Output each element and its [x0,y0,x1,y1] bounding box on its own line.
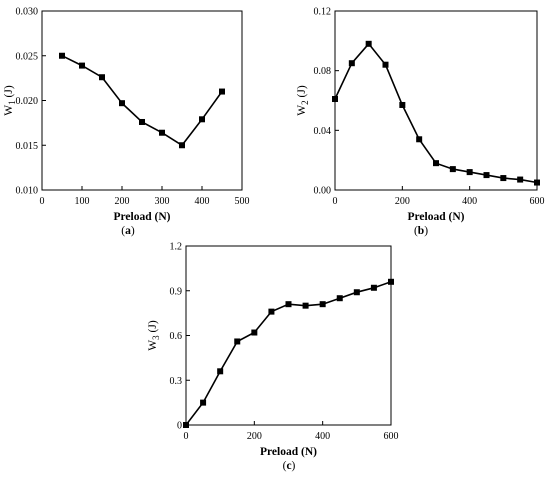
data-point [199,116,205,123]
y-tick-label: 0 [177,421,182,432]
x-tick-label: 600 [384,431,399,442]
x-tick-label: 400 [315,431,330,442]
y-tick-label: 0.08 [314,66,332,77]
data-point [399,101,406,108]
data-point [285,301,292,308]
x-tick-label: 0 [40,196,45,207]
x-tick-label: 0 [333,196,338,207]
x-tick-label: 200 [247,431,262,442]
data-point [517,176,524,183]
data-point [217,368,224,375]
data-point [433,160,439,167]
data-point [251,329,258,336]
x-tick-label: 0 [184,431,189,442]
x-axis-title: Preload (N) [260,446,317,458]
x-tick-label: 400 [195,196,210,207]
data-point [268,308,275,315]
data-point [348,60,355,67]
data-point [534,179,540,186]
data-point [336,295,343,302]
x-tick-label: 100 [75,196,90,207]
data-point [388,278,394,285]
panel-label: (c) [283,460,296,472]
plot-frame [185,245,392,426]
data-point [365,40,372,47]
data-point [382,61,389,68]
y-axis-title: W1 (J) [3,85,17,116]
x-axis-title: Preload (N) [408,211,465,223]
x-axis-title: Preload (N) [114,211,171,223]
data-point [370,284,377,291]
data-point [319,301,326,308]
data-point [353,289,360,296]
y-tick-label: 0.12 [314,7,332,18]
y-tick-label: 0.020 [16,96,39,107]
y-tick-label: 0.010 [16,186,39,197]
panel-label: (b) [414,225,428,237]
y-tick-label: 0.030 [16,7,39,18]
x-tick-label: 600 [530,196,545,207]
data-point [59,52,65,59]
chart-panel-2: 0 200 400 600 0.00 0.04 0.08 0.12 Preload (N) W2 … [296,7,545,238]
data-point [139,118,145,125]
data-point [179,142,185,149]
data-point [200,399,207,406]
panel-label: (a) [121,225,135,237]
data-point [416,136,423,143]
y-tick-label: 0.00 [314,186,332,197]
y-tick-label: 0.04 [314,126,332,137]
series-line [61,54,223,147]
data-point [234,338,241,345]
data-point [219,88,225,95]
data-point [99,74,105,81]
x-tick-label: 200 [115,196,130,207]
data-point [183,422,189,428]
chart-panel-1: 0 100 200 300 400 500 0.010 0.015 0.020 0.025 0.03… [3,7,250,238]
plot-frame [41,10,243,191]
chart-panel-3: 0 200 400 600 0 0.3 0.6 0.9 1.2 Preload (N) W3 (J)… [147,242,399,473]
data-point [466,169,473,176]
data-point [449,166,456,173]
x-tick-label: 300 [155,196,170,207]
data-point [500,175,507,182]
x-tick-label: 400 [462,196,477,207]
data-point [159,129,165,136]
x-tick-label: 200 [395,196,410,207]
y-axis-title: W2 (J) [296,85,310,116]
data-point [483,172,490,179]
y-axis-title: W3 (J) [147,320,161,351]
x-tick-label: 500 [235,196,250,207]
y-tick-label: 1.2 [170,242,183,253]
data-point [332,96,338,103]
data-point [119,100,125,107]
y-tick-label: 0.015 [16,141,39,152]
y-tick-label: 0.025 [16,51,39,62]
y-tick-label: 0.3 [170,376,183,387]
y-tick-label: 0.6 [170,331,183,342]
data-point [302,302,309,309]
data-point [79,62,85,69]
y-tick-label: 0.9 [170,286,183,297]
